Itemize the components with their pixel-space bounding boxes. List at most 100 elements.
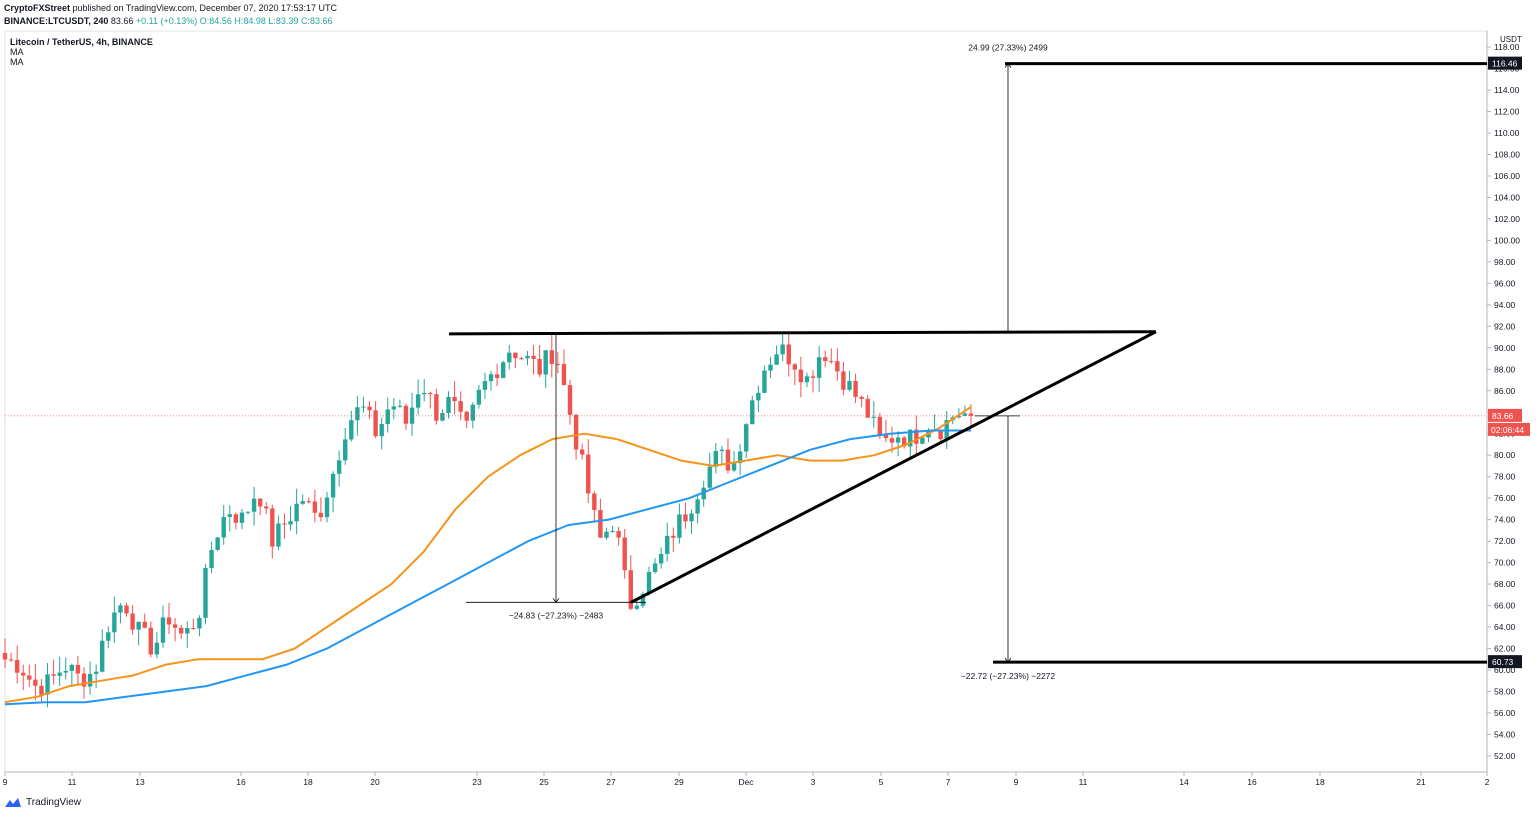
candle-body [476,389,482,405]
y-tick-label: 118.00 [1494,42,1520,52]
candle-body [142,621,147,628]
candle-body [178,627,184,634]
x-tick-label: 27 [606,777,616,787]
candle-body [798,369,804,383]
support-line [630,330,1157,604]
candle-body [403,405,409,424]
candle-body [391,406,397,410]
candle-body [616,531,621,538]
candle-body [100,640,105,672]
candle-body [604,531,609,538]
candle-body [744,424,749,452]
legend-title: Litecoin / TetherUS, 4h, BINANCE [10,37,153,47]
last-price-tag-text: 83.66 [1492,411,1514,421]
y-tick-label: 66.00 [1494,601,1516,611]
tradingview-logo-icon [5,798,21,807]
y-tick-label: 64.00 [1494,622,1516,632]
candle-body [525,355,530,359]
candle-body [665,535,670,554]
x-tick-label: 18 [1315,777,1325,787]
candle-body [294,503,299,522]
candle-body [324,497,330,518]
candle-body [513,352,518,359]
candle-body [877,416,883,436]
candle-body [914,429,919,444]
candle-body [118,605,123,613]
candle-body [409,407,415,424]
candle-body [215,537,220,550]
candle-body [622,537,627,571]
candle-body [871,416,876,418]
x-tick-label: 5 [879,777,884,787]
candle-body [63,670,68,673]
left-measure-label: −24.83 (−27.23%) −2483 [509,610,604,620]
candle-body [227,514,232,517]
candle-body [257,498,263,507]
candle-body [39,685,44,695]
candle-body [197,617,202,629]
candle-body [373,410,378,437]
candle-body [579,449,585,455]
ma-fast-line [4,406,972,704]
candle-body [829,361,834,363]
top-measure-arrow-head [1004,62,1012,68]
x-tick-label: 9 [3,777,8,787]
candle-body [397,405,403,407]
y-tick-label: 94.00 [1494,300,1516,310]
y-tick-label: 88.00 [1494,364,1516,374]
candle-body [810,376,816,378]
candle-body [166,617,172,625]
candle-body [853,380,858,397]
candle-body [106,632,111,641]
candle-body [895,437,901,443]
candle-body [901,437,907,447]
candle-body [920,437,925,444]
candle-body [774,354,779,365]
candle-body [646,572,652,594]
candle-body [731,463,737,471]
candle-body [160,617,166,643]
x-tick-label: Dec [738,777,754,787]
candle-body [494,374,500,379]
candle-body [33,679,38,686]
y-tick-label: 106.00 [1494,171,1520,181]
target-low-tag-text: 60.73 [1492,657,1514,667]
candle-body [640,593,646,606]
left-measure-arrow-head [552,598,560,603]
x-tick-label: 9 [1014,777,1019,787]
legend-ma-fast[interactable]: MA [10,47,24,57]
y-tick-label: 114.00 [1494,85,1520,95]
candle-body [367,406,372,411]
candle-body [300,501,305,504]
candle-body [203,567,208,618]
candle-body [938,430,943,440]
y-tick-label: 68.00 [1494,579,1516,589]
candle-body [14,659,20,673]
candle-body [130,613,135,630]
chart-legend: Litecoin / TetherUS, 4h, BINANCE MA MA [10,37,153,67]
published-text: published on TradingView.com, December 0… [72,3,338,13]
candle-body [306,501,311,503]
candle-body [239,512,245,523]
candle-body [695,499,700,514]
candle-body [847,380,852,390]
x-tick-label: 16 [1247,777,1257,787]
candle-body [658,553,664,564]
author-name[interactable]: CryptoFXStreet [4,3,71,13]
low-value: L:83.39 [268,16,299,26]
candle-body [440,413,445,421]
tradingview-footer[interactable]: TradingView [4,796,81,808]
candle-body [75,664,81,674]
candle-body [543,350,548,375]
high-value: H:84.98 [234,16,266,26]
legend-ma-slow[interactable]: MA [10,57,24,67]
bottom-measure-label: −22.72 (−27.23%) −2272 [961,671,1056,681]
last-price-tag [1488,408,1522,422]
y-tick-label: 60.00 [1494,665,1516,675]
candle-body [415,394,421,408]
candle-body [245,511,251,513]
candle-body [549,350,554,364]
candle-body [683,514,688,522]
candle-body [124,605,129,614]
